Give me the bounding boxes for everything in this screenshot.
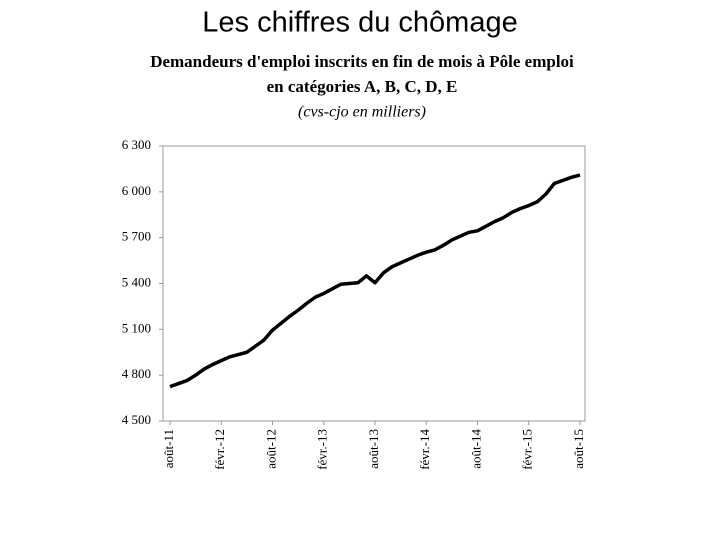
- x-tick-label: févr.-15: [520, 429, 535, 470]
- x-tick-label: févr.-14: [417, 429, 432, 470]
- x-tick-label: févr.-12: [212, 429, 227, 470]
- data-line: [169, 173, 581, 389]
- chart-subtitle: (cvs-cjo en milliers): [298, 104, 426, 121]
- chart-title: en catégories A, B, C, D, E: [267, 77, 458, 96]
- x-tick-label: août-14: [468, 429, 483, 469]
- y-tick-label: 4 500: [122, 412, 151, 427]
- x-tick-label: août-11: [161, 429, 176, 468]
- y-tick-label: 6 300: [122, 137, 151, 152]
- y-tick-label: 5 400: [122, 274, 151, 289]
- x-tick-label: août-12: [263, 429, 278, 469]
- x-tick-label: août-15: [571, 429, 586, 469]
- slide-title: Les chiffres du chômage: [202, 7, 517, 39]
- y-tick-label: 4 800: [122, 366, 151, 381]
- y-tick-label: 5 700: [122, 229, 151, 244]
- x-tick-label: févr.-13: [315, 429, 330, 470]
- chart-title: Demandeurs d'emploi inscrits en fin de m…: [150, 52, 574, 71]
- x-tick-label: août-13: [366, 429, 381, 469]
- y-tick-label: 6 000: [122, 183, 151, 198]
- y-tick-label: 5 100: [122, 320, 151, 335]
